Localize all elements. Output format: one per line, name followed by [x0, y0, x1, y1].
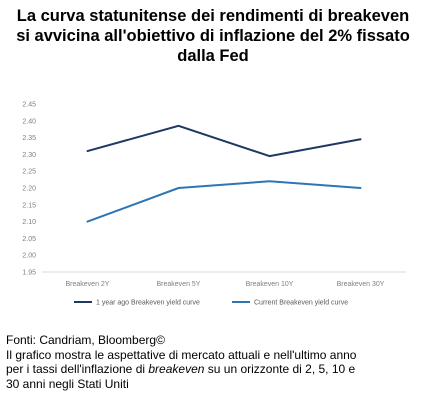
chart-title-line-3: dalla Fed — [177, 47, 249, 65]
y-tick-label-8: 2.35 — [22, 135, 36, 142]
y-tick-label-10: 2.45 — [22, 102, 36, 109]
series-layer — [86, 124, 362, 223]
legend-label-0: 1 year ago Breakeven yield curve — [96, 300, 200, 307]
y-tick-label-7: 2.30 — [22, 152, 36, 159]
series-line-1 — [86, 180, 362, 223]
chart-title-line-1: La curva statunitense dei rendimenti di … — [16, 7, 410, 25]
y-axis-ticks: 1.95 2.00 2.05 2.10 2.15 2.20 2.25 2.30 2.35 2.40… — [22, 102, 36, 277]
note-line-1: Il grafico mostra le aspettative di merc… — [6, 347, 357, 362]
note-line-2-emphasis: breakeven — [148, 362, 205, 376]
x-tick-label-3: Breakeven 30Y — [337, 281, 385, 288]
y-tick-label-5: 2.20 — [22, 186, 36, 193]
source-text: Fonti: Candriam, Bloomberg© — [6, 333, 165, 347]
legend-label-1: Current Breakeven yield curve — [254, 300, 348, 307]
series-line-0 — [86, 124, 362, 158]
legend: 1 year ago Breakeven yield curve Current … — [74, 300, 348, 307]
y-tick-label-2: 2.05 — [22, 236, 36, 243]
x-axis-ticks: Breakeven 2Y Breakeven 5Y Breakeven 10Y Bre… — [66, 281, 385, 288]
note-line-2-pre: per i tassi dell'inflazione di — [6, 362, 149, 376]
breakeven-line-chart: 1.95 2.00 2.05 2.10 2.15 2.20 2.25 2.30 2.35 2.40… — [22, 102, 406, 307]
y-tick-label-9: 2.40 — [22, 118, 36, 125]
note-line-2: per i tassi dell'inflazione di breakeven… — [6, 362, 420, 377]
chart-title-line-2: si avvicina all'obiettivo di inflazione … — [16, 27, 410, 45]
y-tick-label-4: 2.15 — [22, 202, 36, 209]
y-tick-label-1: 2.00 — [22, 253, 36, 260]
footer-notes: Fonti: Candriam, Bloomberg© Il grafico m… — [6, 333, 420, 391]
x-tick-label-0: Breakeven 2Y — [66, 281, 110, 288]
y-tick-label-3: 2.10 — [22, 219, 36, 226]
y-tick-label-6: 2.25 — [22, 169, 36, 176]
x-tick-label-1: Breakeven 5Y — [157, 281, 201, 288]
note-line-2-post: su un orizzonte di 2, 5, 10 e — [204, 362, 356, 376]
x-tick-label-2: Breakeven 10Y — [246, 281, 294, 288]
y-tick-label-0: 1.95 — [22, 270, 36, 277]
note-line-3: 30 anni negli Stati Uniti — [6, 376, 129, 391]
chart-title: La curva statunitense dei rendimenti di … — [8, 6, 418, 66]
